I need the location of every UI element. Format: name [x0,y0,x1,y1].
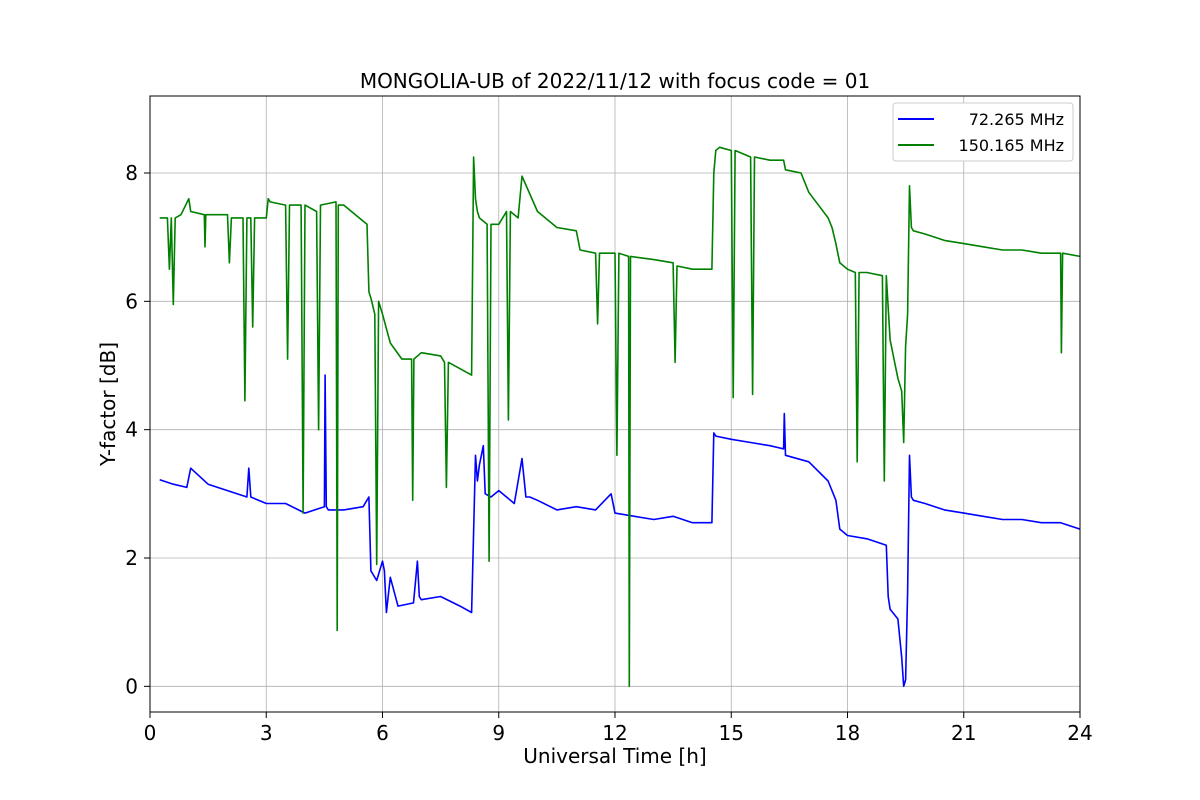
series-line-2 [159,146,1081,688]
x-tick-label: 18 [835,721,860,745]
y-tick-label: 0 [125,674,138,698]
x-tick-label: 24 [1067,721,1092,745]
legend: 72.265 MHz 150.165 MHz [892,102,1074,162]
legend-box [892,102,1074,162]
x-tick-label: 6 [376,721,389,745]
x-tick-label: 0 [144,721,157,745]
series-group [159,146,1081,688]
x-tick-label: 12 [602,721,627,745]
series-line-1 [159,374,1081,688]
y-axis-label: Y-factor [dB] [96,342,120,467]
x-tick-label: 21 [951,721,976,745]
y-axis-ticks: 0 2 4 6 8 [125,161,150,698]
x-tick-label: 15 [719,721,744,745]
y-tick-label: 8 [125,161,138,185]
x-tick-label: 3 [260,721,273,745]
legend-label-2: 150.165 MHz [959,136,1064,155]
y-tick-label: 6 [125,289,138,313]
chart-title: MONGOLIA-UB of 2022/11/12 with focus cod… [360,69,870,93]
x-axis-label: Universal Time [h] [523,744,706,768]
y-tick-label: 4 [125,418,138,442]
grid [149,96,1081,712]
x-tick-label: 9 [492,721,505,745]
y-tick-label: 2 [125,546,138,570]
x-axis-ticks: 0 3 6 9 12 15 18 21 24 [144,712,1093,745]
legend-label-1: 72.265 MHz [969,110,1064,129]
